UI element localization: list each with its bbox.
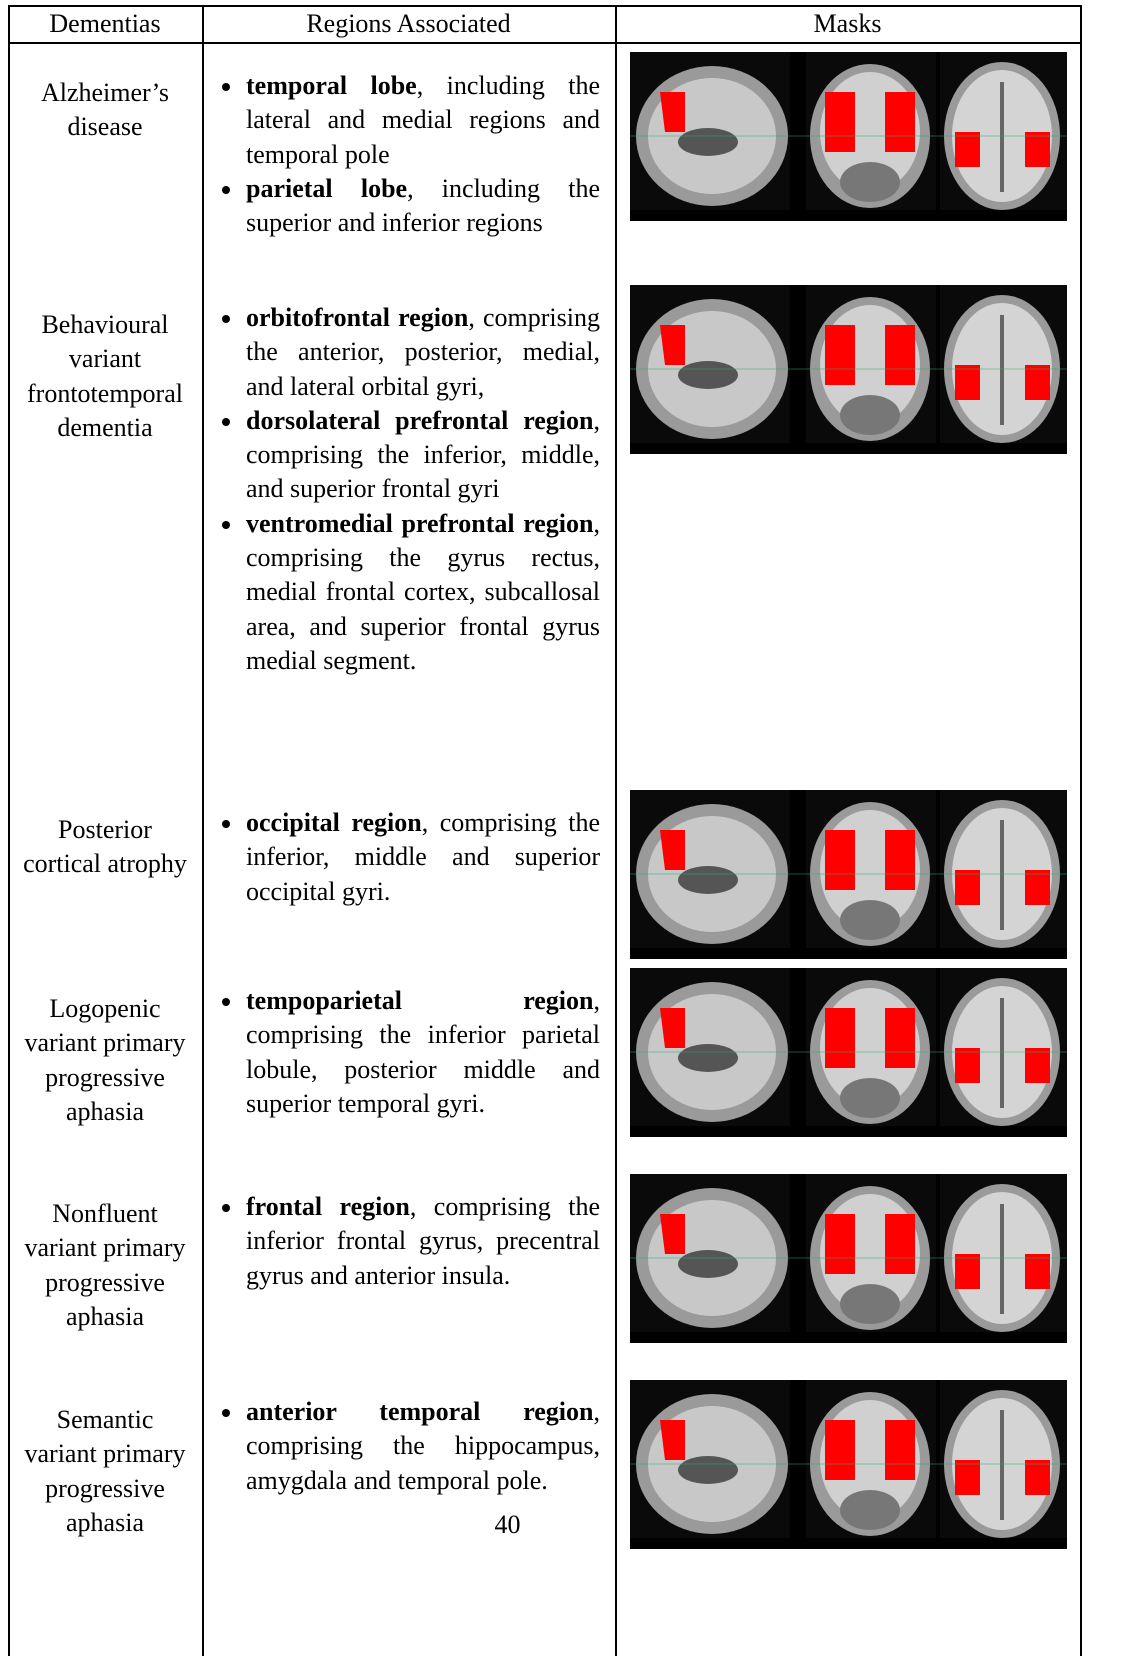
region-description: , including the superior and inferior re… [246, 173, 600, 238]
bullet [222, 417, 230, 426]
region-item: ventromedial prefrontal region, comprisi… [218, 507, 600, 678]
dementia-name: Semantic variant primary progressive aph… [24, 1405, 186, 1537]
bullet [222, 520, 230, 529]
region-term: tempoparietal region [246, 986, 594, 1015]
column-header: Regions Associated [306, 9, 511, 38]
column-header: Dementias [49, 9, 161, 38]
column-header: Masks [813, 9, 882, 38]
table-border [8, 5, 1081, 7]
mask-image [630, 790, 1067, 959]
region-description: , comprising the inferior parietal lobul… [246, 986, 600, 1118]
column-rule [8, 5, 10, 1656]
bullet [222, 998, 230, 1006]
bullet [222, 83, 230, 91]
dementia-name: Nonfluent variant primary progressive ap… [24, 1199, 186, 1331]
column-rule [615, 5, 617, 1656]
column-rule [202, 5, 204, 1656]
mask-image [630, 1174, 1067, 1343]
bullet [222, 185, 230, 194]
region-item: tempoparietal region, comprising the inf… [218, 984, 600, 1121]
bullet [222, 1409, 230, 1417]
region-item: frontal region, comprising the inferior … [218, 1190, 600, 1293]
region-item: occipital region, comprising the inferio… [218, 806, 600, 909]
region-term: dorsolateral prefrontal region [246, 405, 594, 435]
dementia-name: Alzheimer’s disease [40, 78, 170, 142]
region-item: temporal lobe, including the lateral and… [218, 69, 600, 172]
region-term: occipital region [246, 808, 422, 837]
region-list: occipital region, comprising the inferio… [218, 806, 600, 909]
dementia-name: Posterior cortical atrophy [23, 815, 187, 879]
mask-image [630, 52, 1067, 221]
page-number: 40 [494, 1510, 521, 1539]
region-term: anterior temporal region [246, 1397, 594, 1426]
region-term: orbitofrontal region [246, 303, 469, 332]
bullet [222, 1204, 230, 1212]
region-term: parietal lobe [246, 173, 408, 203]
region-description: , comprising the inferior frontal gyrus,… [246, 1192, 600, 1290]
mask-image [630, 285, 1067, 454]
mask-image [630, 1380, 1067, 1549]
region-description: , comprising the anterior, posterior, me… [246, 303, 600, 401]
region-list: frontal region, comprising the inferior … [218, 1190, 600, 1293]
region-description: , comprising the inferior, middle and su… [246, 808, 600, 906]
region-list: tempoparietal region, comprising the inf… [218, 984, 600, 1121]
bullet [222, 315, 230, 323]
column-rule [1080, 5, 1082, 1656]
region-item: dorsolateral prefrontal region, comprisi… [218, 404, 600, 507]
region-item: parietal lobe, including the superior an… [218, 172, 600, 241]
region-item: anterior temporal region, comprising the… [218, 1395, 600, 1498]
dementia-name: Behavioural variant frontotemporal demen… [27, 310, 183, 442]
region-term: temporal lobe [246, 71, 417, 100]
region-term: frontal region [246, 1192, 410, 1221]
mask-image [630, 968, 1067, 1137]
header-rule [8, 42, 1081, 44]
region-description: , comprising the inferior, middle, and s… [246, 405, 600, 504]
region-term: ventromedial prefrontal region [246, 508, 594, 538]
region-list: anterior temporal region, comprising the… [218, 1395, 600, 1498]
region-description: , comprising the gyrus rectus, medial fr… [246, 508, 600, 675]
region-description: , comprising the hippocampus, amygdala a… [246, 1397, 600, 1495]
dementia-name: Logopenic variant primary progressive ap… [24, 994, 186, 1126]
region-list: temporal lobe, including the lateral and… [218, 69, 600, 240]
region-list: orbitofrontal region, comprising the ant… [218, 301, 600, 678]
bullet [222, 820, 230, 828]
region-item: orbitofrontal region, comprising the ant… [218, 301, 600, 404]
region-description: , including the lateral and medial regio… [246, 71, 600, 169]
